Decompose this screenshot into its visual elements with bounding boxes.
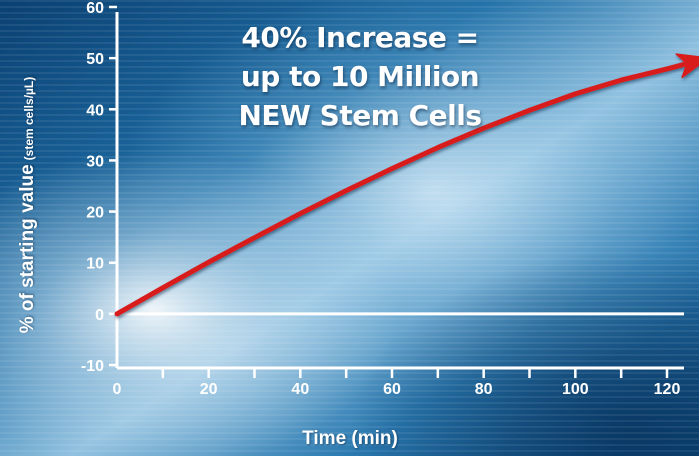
x-tick-label: 60 — [383, 381, 401, 398]
arrowhead-icon — [675, 53, 699, 79]
x-axis-label: Time (min) — [302, 428, 398, 449]
y-tick-label: 30 — [86, 153, 104, 170]
y-tick-label: 60 — [86, 0, 104, 17]
x-tick-label: 0 — [113, 381, 122, 398]
headline-line-2: up to 10 Million — [240, 60, 480, 93]
headline-line-1: 40% Increase = — [241, 21, 479, 54]
y-tick-label: 10 — [86, 256, 104, 273]
y-tick-label: 50 — [86, 51, 104, 68]
y-tick-label: -10 — [81, 358, 104, 375]
x-tick-label: 40 — [291, 381, 309, 398]
y-tick-label: 40 — [86, 102, 104, 119]
x-tick-label: 80 — [475, 381, 493, 398]
y-axis-label-unit: (stem cells/µL) — [22, 76, 36, 161]
y-tick-label: 20 — [86, 205, 104, 222]
headline-line-3: NEW Stem Cells — [238, 99, 482, 132]
x-tick-label: 100 — [562, 381, 589, 398]
x-tick-label: 20 — [200, 381, 218, 398]
y-axis-label-text: % of starting value — [17, 164, 38, 334]
x-tick-label: 120 — [654, 381, 681, 398]
y-tick-label: 0 — [95, 307, 104, 324]
series-line — [114, 61, 688, 317]
